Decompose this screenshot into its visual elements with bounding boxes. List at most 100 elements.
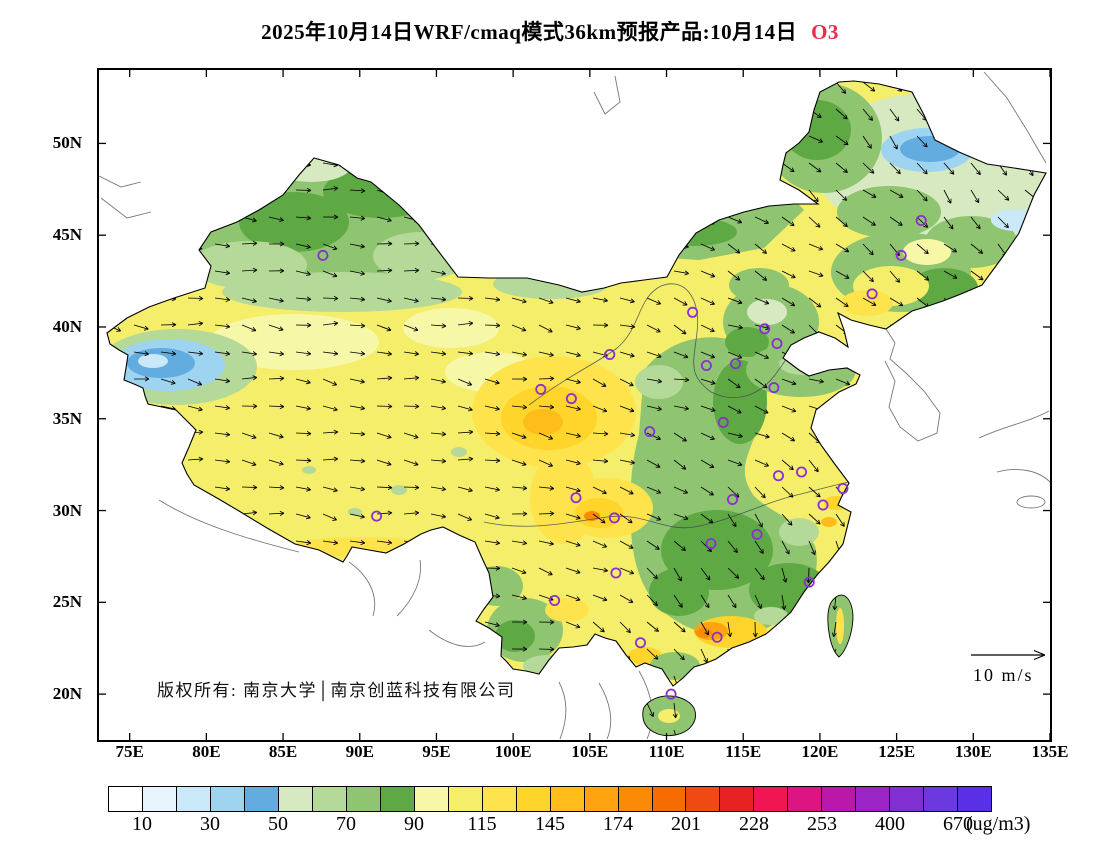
colorbar-cell bbox=[141, 786, 177, 812]
colorbar-tick-label: 400 bbox=[875, 813, 905, 835]
yellow-river bbox=[528, 283, 792, 406]
colorbar-tick-label: 174 bbox=[603, 813, 633, 835]
rivers bbox=[483, 283, 850, 529]
city-marker bbox=[604, 348, 616, 360]
colorbar-tick-label: 201 bbox=[670, 813, 701, 835]
city-marker bbox=[665, 688, 677, 700]
city-marker bbox=[535, 383, 547, 395]
city-marker bbox=[700, 359, 712, 371]
title-text: 2025年10月14日WRF/cmaq模式36km预报产品:10月14日 bbox=[261, 20, 798, 44]
city-marker bbox=[635, 637, 647, 649]
lat-tick-label: 20N bbox=[52, 684, 82, 704]
colorbar-tick-label: 228 bbox=[738, 813, 769, 835]
city-marker bbox=[866, 288, 878, 300]
lat-tick-label: 30N bbox=[52, 500, 82, 520]
city-markers bbox=[317, 214, 927, 700]
bangladesh-coast bbox=[348, 561, 376, 617]
map-frame: 10 m/s 版权所有: 南京大学│南京创蓝科技有限公司 bbox=[97, 68, 1052, 742]
lon-tick-label: 105E bbox=[571, 742, 609, 761]
lat-tick-label: 50N bbox=[52, 133, 82, 153]
japan-coastline bbox=[996, 469, 1050, 483]
colorbar-cell bbox=[515, 786, 551, 812]
city-marker bbox=[608, 512, 620, 524]
city-marker bbox=[771, 337, 783, 349]
colorbar-cell bbox=[855, 786, 891, 812]
city-marker bbox=[570, 492, 582, 504]
copyright-text: 版权所有: 南京大学│南京创蓝科技有限公司 bbox=[157, 681, 516, 700]
city-marker bbox=[796, 466, 808, 478]
lon-tick-label: 90E bbox=[345, 742, 374, 761]
colorbar-cell bbox=[583, 786, 619, 812]
colorbar-cell bbox=[753, 786, 789, 812]
colorbar-cell bbox=[108, 786, 143, 812]
city-marker bbox=[751, 528, 763, 540]
colorbar-cell bbox=[311, 786, 347, 812]
lon-tick-label: 110E bbox=[648, 742, 685, 761]
colorbar-tick-label: 10 bbox=[132, 813, 152, 835]
myanmar-coast bbox=[428, 629, 486, 647]
city-marker bbox=[727, 493, 739, 505]
city-marker bbox=[773, 470, 785, 482]
lon-tick-label: 130E bbox=[954, 742, 992, 761]
colorbar-tick-label: 30 bbox=[200, 813, 220, 835]
lon-tick-label: 85E bbox=[268, 742, 298, 761]
city-marker bbox=[837, 482, 849, 494]
city-marker bbox=[610, 567, 622, 579]
colorbar-tick-label: 70 bbox=[336, 813, 356, 835]
colorbar-cell bbox=[685, 786, 721, 812]
korea-coastline bbox=[884, 328, 941, 442]
colorbar-tick-label: 253 bbox=[807, 813, 837, 835]
lon-tick-label: 135E bbox=[1031, 742, 1069, 761]
lake-balkhash bbox=[99, 175, 142, 188]
colorbar-cell bbox=[651, 786, 687, 812]
lon-tick-label: 125E bbox=[878, 742, 916, 761]
colorbar-cell bbox=[413, 786, 449, 812]
colorbar-cell bbox=[345, 786, 381, 812]
city-marker bbox=[565, 393, 577, 405]
map-svg: 10 m/s bbox=[99, 70, 1050, 740]
colorbar-cell bbox=[719, 786, 755, 812]
city-marker bbox=[549, 595, 561, 607]
colorbar-tick-label: 115 bbox=[467, 813, 497, 835]
city-marker bbox=[687, 306, 699, 318]
colorbar-cell bbox=[481, 786, 517, 812]
colorbar-cell bbox=[923, 786, 959, 812]
india-east-border bbox=[396, 559, 421, 617]
city-marker bbox=[717, 416, 729, 428]
colorbar-labels: 10 30 50 70 90 115 145 174 201 228 253 400 670 (ug/m3… bbox=[108, 813, 1030, 839]
colorbar-cell bbox=[379, 786, 415, 812]
colorbar bbox=[108, 786, 993, 812]
japan-island bbox=[1016, 495, 1046, 509]
lon-axis: 75E 80E 85E 90E 95E 100E 105E 110E 115E 120E 125E 1… bbox=[99, 742, 1069, 766]
japan-coastline bbox=[978, 410, 1050, 439]
city-marker bbox=[317, 249, 329, 261]
lat-tick-label: 40N bbox=[52, 316, 82, 336]
lat-tick-label: 25N bbox=[52, 592, 82, 612]
axis-ticks bbox=[99, 70, 1050, 740]
mongolia-russia-border bbox=[593, 75, 621, 115]
wind-reference-arrow bbox=[971, 649, 1046, 661]
lon-tick-label: 95E bbox=[422, 742, 451, 761]
colorbar-cell bbox=[787, 786, 823, 812]
yangtze-river bbox=[483, 481, 850, 529]
laos-border bbox=[558, 681, 567, 740]
city-marker bbox=[705, 538, 717, 550]
colorbar-unit: (ug/m3) bbox=[966, 813, 1031, 835]
city-marker bbox=[817, 499, 829, 511]
lon-tick-label: 115E bbox=[725, 742, 762, 761]
city-marker bbox=[711, 631, 723, 643]
colorbar-cell bbox=[957, 786, 993, 812]
colorbar-tick-label: 90 bbox=[403, 813, 424, 835]
tibet-hotspot bbox=[405, 557, 429, 571]
city-marker bbox=[915, 214, 927, 226]
lat-tick-label: 45N bbox=[52, 225, 82, 245]
colorbar-cell bbox=[175, 786, 211, 812]
lat-axis: 50N 45N 40N 35N 30N 25N 20N bbox=[0, 70, 90, 740]
colorbar-cell bbox=[549, 786, 585, 812]
lon-tick-label: 75E bbox=[115, 742, 144, 761]
lat-tick-label: 35N bbox=[52, 408, 82, 428]
city-marker bbox=[644, 426, 656, 438]
colorbar-cell bbox=[447, 786, 483, 812]
city-marker bbox=[730, 358, 742, 370]
colorbar-tick-label: 145 bbox=[535, 813, 565, 835]
